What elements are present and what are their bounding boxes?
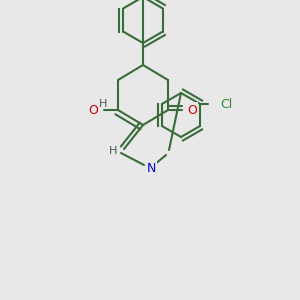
- Text: H: H: [99, 99, 107, 109]
- Text: H: H: [109, 146, 117, 156]
- Text: O: O: [187, 103, 197, 116]
- Text: Cl: Cl: [220, 98, 232, 110]
- Text: O: O: [88, 103, 98, 116]
- Text: N: N: [146, 161, 156, 175]
